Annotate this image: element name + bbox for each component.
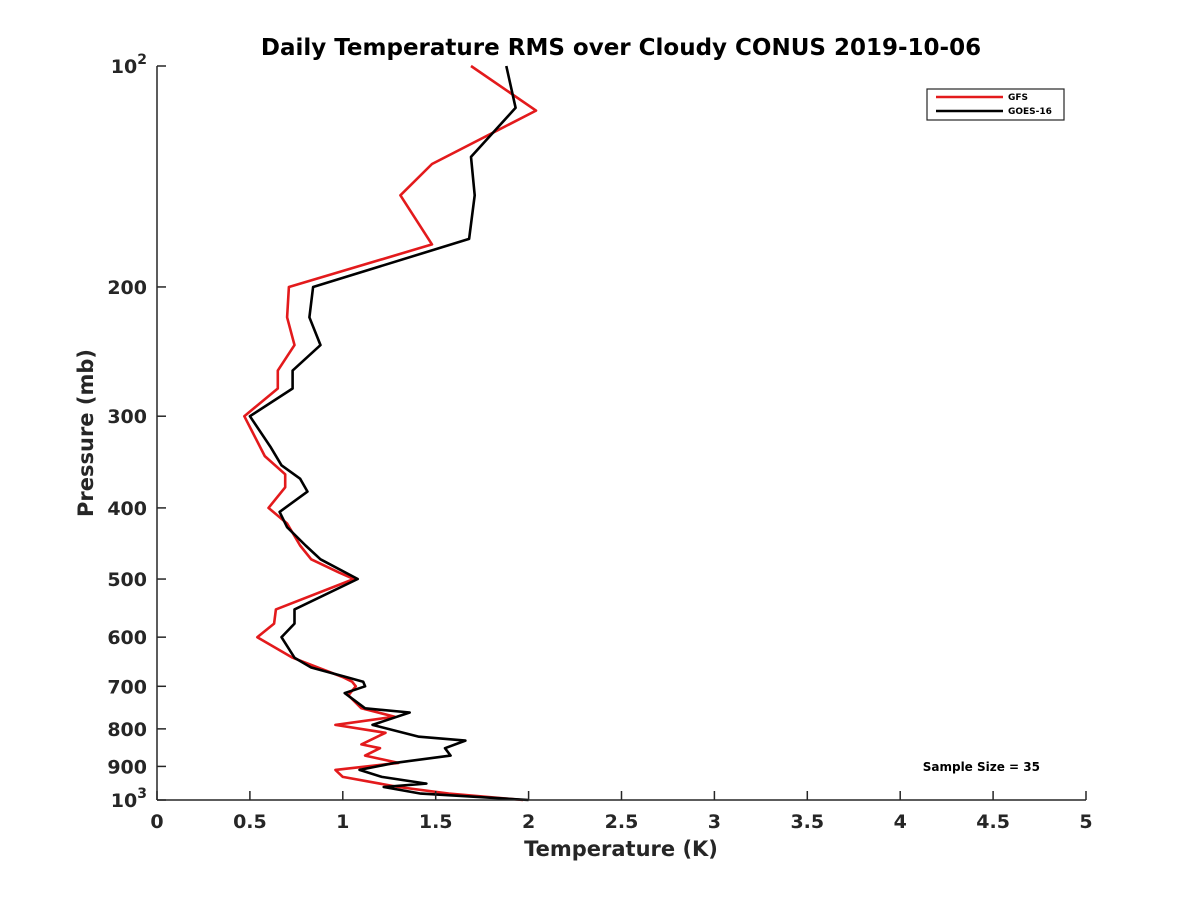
- x-tick-label: 2.5: [605, 811, 639, 833]
- legend-entry-label: GOES-16: [1008, 107, 1052, 117]
- y-tick-label: 400: [107, 498, 147, 520]
- x-tick-label: 1.5: [419, 811, 453, 833]
- y-ticks: 102 200 300 400 500 600 700 800 900 103: [107, 52, 166, 812]
- x-tick-label: 4.5: [976, 811, 1010, 833]
- y-tick-label: 600: [107, 627, 147, 649]
- series-line-goes-16: [248, 65, 529, 802]
- y-tick-label: 102: [111, 52, 147, 78]
- y-tick-label: 200: [107, 277, 147, 299]
- x-axis-label: Temperature (K): [524, 837, 718, 861]
- legend: GFS GOES-16: [926, 88, 1065, 121]
- chart-title: Daily Temperature RMS over Cloudy CONUS …: [261, 35, 981, 61]
- x-tick-label: 3.5: [790, 811, 824, 833]
- y-tick-label: 300: [107, 406, 147, 428]
- y-tick-label: 500: [107, 569, 147, 591]
- series-line-gfs: [243, 64, 538, 802]
- legend-box: [926, 88, 1065, 121]
- x-tick-label: 1: [336, 811, 349, 833]
- x-tick-label: 0.5: [233, 811, 267, 833]
- x-tick-label: 4: [894, 811, 907, 833]
- x-tick-label: 3: [708, 811, 721, 833]
- y-tick-label: 700: [107, 676, 147, 698]
- x-tick-label: 0: [150, 811, 163, 833]
- x-tick-label: 2: [522, 811, 535, 833]
- series-layer: [243, 64, 538, 802]
- x-ticks: 0 0.5 1 1.5 2 2.5 3 3.5 4 4.5 5: [150, 791, 1093, 833]
- y-axis-label: Pressure (mb): [74, 349, 98, 517]
- y-tick-label: 900: [107, 756, 147, 778]
- y-tick-label: 103: [111, 786, 147, 812]
- x-tick-label: 5: [1079, 811, 1092, 833]
- y-tick-label: 800: [107, 719, 147, 741]
- legend-entry-label: GFS: [1008, 93, 1028, 103]
- sample-size-annotation: Sample Size = 35: [923, 760, 1040, 774]
